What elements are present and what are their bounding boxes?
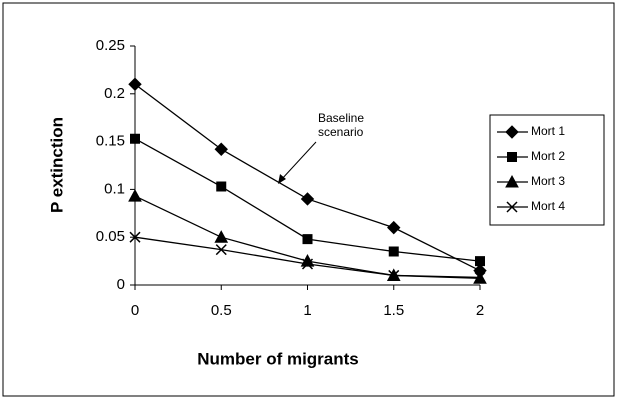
data-point xyxy=(388,246,399,257)
y-tick-label: 0.15 xyxy=(96,133,125,150)
data-point xyxy=(388,269,400,281)
annotation-line: Baseline xyxy=(318,111,364,125)
data-point xyxy=(214,230,229,243)
annotation-arrowhead xyxy=(278,174,286,184)
x-tick-label: 0.5 xyxy=(211,302,232,319)
data-point xyxy=(475,256,485,267)
legend-text: Mort 1 xyxy=(531,124,565,138)
y-tick-label: 0.2 xyxy=(104,85,125,102)
x-tick-label: 2 xyxy=(476,302,484,319)
annotation-line: scenario xyxy=(318,125,364,139)
legend-marker xyxy=(505,174,519,188)
data-point xyxy=(214,142,228,156)
data-point xyxy=(128,189,142,202)
data-point xyxy=(474,271,486,283)
legend-text: Mort 4 xyxy=(531,199,565,213)
data-point xyxy=(216,181,227,192)
x-tick-label: 0 xyxy=(131,302,139,319)
data-point xyxy=(215,244,227,256)
annotation-arrow xyxy=(280,141,317,181)
data-point xyxy=(302,234,313,245)
data-point xyxy=(129,231,141,243)
y-tick-label: 0 xyxy=(117,276,125,293)
y-tick-label: 0.05 xyxy=(96,228,125,245)
x-axis-title: Number of migrants xyxy=(197,349,359,368)
x-tick-label: 1 xyxy=(303,302,311,319)
data-point xyxy=(130,133,140,144)
data-point xyxy=(301,258,314,270)
data-point xyxy=(300,192,315,206)
y-axis-title: P extinction xyxy=(47,117,66,213)
x-tick-label: 1.5 xyxy=(383,302,404,319)
legend-marker xyxy=(506,201,518,213)
y-tick-label: 0.1 xyxy=(104,180,125,197)
legend-text: Mort 3 xyxy=(531,174,565,188)
data-point xyxy=(387,220,401,235)
legend-marker xyxy=(507,152,517,162)
y-tick-label: 0.25 xyxy=(96,37,125,54)
legend-marker xyxy=(505,125,519,139)
data-point xyxy=(128,77,142,91)
legend-text: Mort 2 xyxy=(531,149,565,163)
